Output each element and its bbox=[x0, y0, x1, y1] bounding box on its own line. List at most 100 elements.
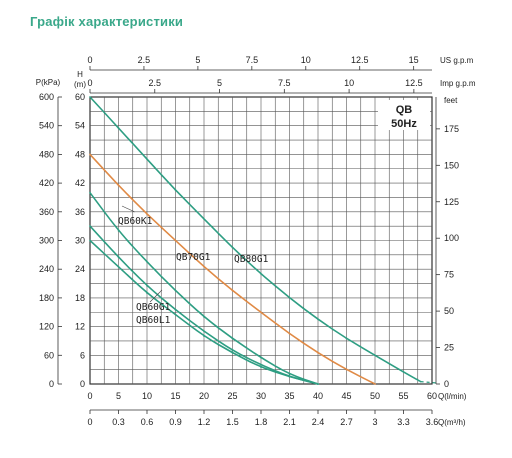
curve-label-qb70g1: QB70G1 bbox=[176, 252, 211, 263]
feet-tick-label: 175 bbox=[444, 124, 459, 134]
series-point-qb70g1 bbox=[203, 266, 205, 268]
series-point-qb70g1 bbox=[231, 289, 234, 292]
q-lmin-tick-label: 45 bbox=[341, 391, 351, 401]
feet-tick-label: 50 bbox=[444, 306, 454, 316]
series-point-qb60g1 bbox=[89, 225, 91, 227]
badge-frequency: 50Hz bbox=[391, 118, 417, 130]
q-lmin-tick-label: 0 bbox=[87, 391, 92, 401]
us-gpm-tick-label: 2.5 bbox=[138, 55, 151, 65]
series-point-qb60k1 bbox=[89, 191, 91, 194]
series-point-qb60l1 bbox=[203, 335, 205, 338]
h-axis-label: H bbox=[77, 70, 83, 79]
p-axis-label: P(kPa) bbox=[36, 78, 61, 87]
h-tick-label: 12 bbox=[75, 322, 85, 332]
series-point-qb70g1 bbox=[146, 213, 148, 215]
axes: 06121824303642485460H(m)0601201802403003… bbox=[36, 55, 476, 427]
q-lmin-tick-label: 40 bbox=[313, 391, 323, 401]
curve-label-qb60l1: QB60L1 bbox=[136, 315, 171, 326]
series-point-qb70g1 bbox=[317, 352, 319, 354]
series-point-qb70g1 bbox=[288, 333, 291, 335]
series-group bbox=[89, 96, 438, 385]
series-point-qb60g1 bbox=[174, 309, 177, 311]
us-gpm-tick-label: 12.5 bbox=[351, 55, 369, 65]
h-tick-label: 36 bbox=[75, 207, 85, 217]
series-point-qb70g1 bbox=[174, 239, 177, 242]
us-gpm-tick-label: 5 bbox=[195, 55, 200, 65]
p-tick-label: 300 bbox=[39, 236, 54, 246]
q-m3h-tick-label: 1.2 bbox=[198, 417, 211, 427]
us-gpm-tick-label: 7.5 bbox=[246, 55, 259, 65]
series-point-qb70g1 bbox=[345, 368, 348, 371]
series-line-qb80g1 bbox=[89, 96, 422, 383]
series-point-qb70g1 bbox=[117, 184, 120, 187]
h-tick-label: 18 bbox=[75, 293, 85, 303]
series-point-qb60k1 bbox=[317, 383, 319, 385]
q-lmin-tick-label: 20 bbox=[199, 391, 209, 401]
h-tick-label: 30 bbox=[75, 236, 85, 246]
q-m3h-tick-label: 0.6 bbox=[141, 417, 154, 427]
q-m3h-tick-label: 3.6 bbox=[426, 417, 439, 427]
series-point-qb60l1 bbox=[260, 366, 262, 369]
series-point-qb80g1 bbox=[260, 273, 262, 275]
q-m3h-tick-label: 0.3 bbox=[112, 417, 125, 427]
series-point-qb60g1 bbox=[146, 285, 148, 287]
feet-axis-label: feet bbox=[444, 96, 458, 105]
us-gpm-tick-label: 15 bbox=[409, 55, 419, 65]
feet-tick-label: 150 bbox=[444, 160, 459, 170]
series-point-qb60l1 bbox=[117, 266, 120, 268]
us-gpm-tick-label: 10 bbox=[301, 55, 311, 65]
q-lmin-tick-label: 60 bbox=[427, 391, 437, 401]
badge-model: QB bbox=[396, 104, 413, 116]
p-tick-label: 540 bbox=[39, 121, 54, 131]
q-lmin-tick-label: 25 bbox=[227, 391, 237, 401]
h-tick-label: 60 bbox=[75, 92, 85, 102]
series-point-qb60l1 bbox=[174, 313, 177, 316]
q-m3h-tick-label: 2.1 bbox=[283, 417, 296, 427]
q-lmin-tick-label: 10 bbox=[142, 391, 152, 401]
p-tick-label: 180 bbox=[39, 293, 54, 303]
series-point-qb80g1 bbox=[146, 158, 148, 160]
series-point-qb80g1 bbox=[345, 337, 348, 340]
q-m3h-axis-label: Q(m³/h) bbox=[438, 418, 466, 427]
series-point-qb60l1 bbox=[231, 352, 234, 354]
q-m3h-tick-label: 2.7 bbox=[340, 417, 353, 427]
q-lmin-tick-label: 5 bbox=[116, 391, 121, 401]
series-point-qb80g1 bbox=[174, 189, 177, 192]
p-tick-label: 60 bbox=[44, 350, 54, 360]
badge-box bbox=[378, 100, 430, 130]
series-point-qb80g1 bbox=[203, 218, 205, 220]
q-lmin-tick-label: 50 bbox=[370, 391, 380, 401]
series-point-qb60g1 bbox=[117, 256, 120, 259]
imp-gpm-tick-label: 0 bbox=[87, 78, 92, 88]
p-tick-label: 0 bbox=[49, 379, 54, 389]
imp-gpm-tick-label: 5 bbox=[217, 78, 222, 88]
leader-line bbox=[121, 205, 136, 213]
p-tick-label: 240 bbox=[39, 264, 54, 274]
leader-line bbox=[149, 289, 163, 303]
series-point-qb60g1 bbox=[288, 376, 291, 378]
q-m3h-tick-label: 3 bbox=[372, 417, 377, 427]
q-lmin-tick-label: 35 bbox=[284, 391, 294, 401]
q-lmin-axis-label: Q(l/min) bbox=[438, 392, 467, 401]
series-point-qb70g1 bbox=[89, 153, 91, 156]
series-point-qb60g1 bbox=[203, 330, 205, 333]
imp-gpm-axis-label: Imp g.p.m bbox=[440, 79, 476, 88]
curve-label-qb60k1: QB60K1 bbox=[118, 216, 153, 227]
h-tick-label: 6 bbox=[80, 350, 85, 360]
q-m3h-tick-label: 2.4 bbox=[312, 417, 325, 427]
us-gpm-axis-label: US g.p.m bbox=[440, 56, 474, 65]
series-point-qb70g1 bbox=[374, 383, 376, 385]
curve-label-qb60g1: QB60G1 bbox=[136, 302, 171, 313]
imp-gpm-tick-label: 10 bbox=[344, 78, 354, 88]
page-title: Графік характеристики bbox=[30, 14, 184, 29]
curve-label-qb80g1: QB80G1 bbox=[234, 254, 269, 265]
feet-tick-label: 125 bbox=[444, 197, 459, 207]
series-point-qb80g1 bbox=[374, 354, 376, 357]
q-m3h-tick-label: 0.9 bbox=[169, 417, 182, 427]
h-tick-label: 24 bbox=[75, 264, 85, 274]
q-m3h-tick-label: 0 bbox=[87, 417, 92, 427]
h-tick-label: 0 bbox=[80, 379, 85, 389]
model-badge: QB 50Hz bbox=[378, 100, 430, 130]
series-point-qb60k1 bbox=[146, 261, 148, 263]
feet-tick-label: 100 bbox=[444, 233, 459, 243]
